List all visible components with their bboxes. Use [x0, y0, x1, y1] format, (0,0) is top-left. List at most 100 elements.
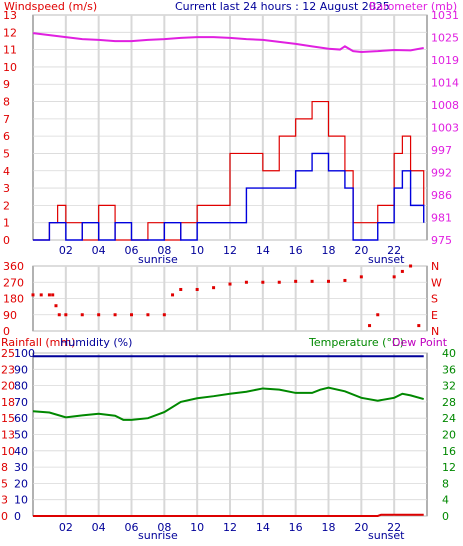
- direction-point: [327, 279, 330, 283]
- direction-point: [359, 275, 363, 279]
- sunrise-label: sunrise: [138, 253, 178, 266]
- humidity-tick-label: 80: [14, 380, 28, 393]
- grid: [32, 14, 428, 241]
- rain-tick-label: 13: [1, 429, 15, 442]
- windspeed-tick-label: 8: [3, 96, 10, 109]
- direction-series: [31, 264, 421, 328]
- rainfall-series: [33, 513, 424, 517]
- direction-tick-label: 0: [3, 325, 10, 338]
- x-tick-label: 10: [190, 244, 204, 257]
- direction-point: [195, 287, 199, 291]
- windspeed-axis-title: Windspeed (m/s): [4, 0, 97, 13]
- windspeed-tick-label: 1: [3, 217, 10, 230]
- barometer-tick-label: 1025: [431, 32, 459, 45]
- x-tick-label: 12: [223, 521, 237, 534]
- wind-series: [33, 152, 425, 241]
- sunset-label: sunset: [368, 529, 405, 542]
- barometer-ticks: 975 981 986 992 997 1003 1008 1014 1019 1025 1031: [431, 9, 459, 247]
- direction-point: [97, 313, 101, 317]
- temperature-tick-label: 36: [442, 363, 456, 376]
- humidity-tick-label: 20: [14, 477, 28, 490]
- barometer-tick-label: 1019: [431, 54, 459, 67]
- grid: [32, 352, 428, 517]
- direction-point: [179, 287, 183, 291]
- direction-tick-label: 90: [3, 309, 17, 322]
- rain-tick-label: 20: [1, 380, 15, 393]
- compass-tick-label: E: [431, 309, 438, 322]
- direction-point: [392, 275, 396, 279]
- barometer-axis-title: Barometer (mb): [369, 0, 457, 13]
- x-tick-label: 18: [322, 521, 336, 534]
- direction-point: [57, 313, 61, 317]
- direction-tick-label: 360: [3, 260, 24, 273]
- barometer-tick-label: 1031: [431, 9, 459, 22]
- wind-series: [32, 32, 425, 241]
- rain-tick-label: 18: [1, 396, 15, 409]
- sunset-label: sunset: [368, 253, 405, 266]
- direction-point: [212, 286, 216, 290]
- barometer-tick-label: 975: [431, 234, 452, 247]
- humidity-tick-label: 0: [14, 510, 21, 523]
- rain-tick-label: 5: [1, 477, 8, 490]
- barometer-tick-label: 997: [431, 144, 452, 157]
- humidity-tick-label: 40: [14, 445, 28, 458]
- compass-tick-label: W: [431, 276, 442, 289]
- x-tick-label: 16: [289, 244, 303, 257]
- windspeed-tick-label: 13: [3, 9, 17, 22]
- direction-point: [310, 279, 314, 283]
- windspeed-tick-label: 4: [3, 165, 10, 178]
- humidity-tick-label: 60: [14, 412, 28, 425]
- direction-point: [368, 324, 372, 328]
- rain-tick-label: 3: [1, 494, 8, 507]
- temperature-tick-label: 40: [442, 347, 456, 360]
- direction-point: [80, 313, 84, 317]
- direction-point: [162, 313, 166, 317]
- rain-tick-label: 10: [1, 445, 15, 458]
- temperature-tick-label: 20: [442, 429, 456, 442]
- temperature-tick-label: 8: [442, 477, 449, 490]
- x-tick-label: 06: [125, 244, 139, 257]
- humidity-axis-title: Humidity (%): [60, 336, 132, 349]
- dew-point-axis-title: Dew Point: [392, 336, 448, 349]
- humidity-tick-label: 100: [14, 347, 35, 360]
- barometer-tick-label: 1008: [431, 99, 459, 112]
- x-tick-label: 16: [289, 521, 303, 534]
- x-tick-label: 22: [387, 244, 401, 257]
- x-tick-label: 08: [157, 244, 171, 257]
- chart-title: Current last 24 hours : 12 August 2025: [175, 0, 390, 13]
- grid: [32, 265, 428, 332]
- x-tick-label: 20: [354, 244, 368, 257]
- windspeed-tick-label: 3: [3, 182, 10, 195]
- x-tick-label: 20: [354, 521, 368, 534]
- temperature-tick-label: 32: [442, 380, 456, 393]
- direction-tick-label: 270: [3, 276, 24, 289]
- direction-point: [244, 280, 248, 284]
- x-tick-label: 14: [256, 521, 270, 534]
- x-tick-label: 12: [223, 244, 237, 257]
- x-tick-label: 22: [387, 521, 401, 534]
- temperature-ticks: 0 4 8 12 16 20 24 28 32 36 40: [442, 347, 456, 523]
- rain-tick-label: 8: [1, 461, 8, 474]
- direction-point: [261, 280, 265, 284]
- humidity-tick-label: 70: [14, 396, 28, 409]
- direction-point: [343, 278, 347, 282]
- direction-point: [376, 313, 380, 317]
- temperature-tick-label: 4: [442, 494, 449, 507]
- x-tick-label: 06: [125, 521, 139, 534]
- barometer-tick-label: 981: [431, 212, 452, 225]
- rain-tick-label: 0: [1, 510, 8, 523]
- direction-point: [171, 293, 175, 297]
- temperature-tick-label: 16: [442, 445, 456, 458]
- direction-point: [228, 282, 232, 286]
- temperature-axis-title: Temperature (°C): [308, 336, 404, 349]
- direction-point: [400, 269, 404, 273]
- x-tick-label: 02: [59, 521, 73, 534]
- x-tick-label: 14: [256, 244, 270, 257]
- barometer-tick-label: 986: [431, 189, 452, 202]
- humidity-tick-label: 10: [14, 494, 28, 507]
- direction-point: [409, 264, 413, 268]
